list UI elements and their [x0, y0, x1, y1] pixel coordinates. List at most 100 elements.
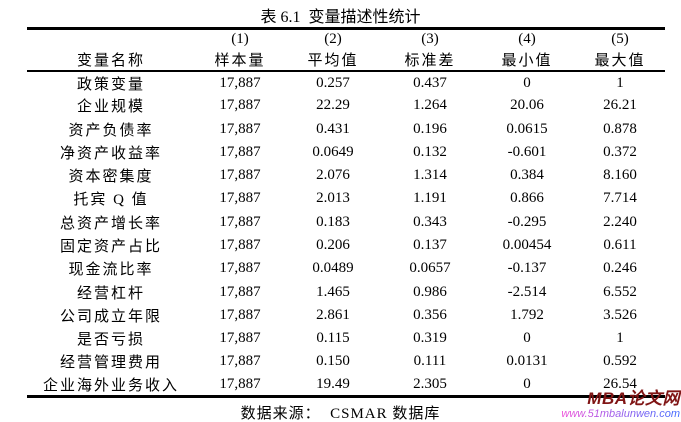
variable-name-cell: 政策变量	[76, 76, 145, 93]
value-cell: 19.49	[316, 375, 350, 392]
value-cell: -0.295	[507, 213, 547, 230]
value-cell: 1.792	[510, 306, 544, 323]
value-cell: 0	[523, 74, 531, 91]
column-header-cell: 最小值	[501, 53, 553, 69]
value-cell: 0.0489	[312, 260, 354, 277]
variable-name-cell: 资产负债率	[68, 122, 154, 139]
column-header-cell: 标准差	[404, 53, 456, 69]
value-cell: 17,887	[219, 190, 261, 207]
value-cell: 17,887	[219, 167, 261, 184]
value-cell: 0.878	[603, 120, 637, 137]
column-header-cell: 变量名称	[76, 53, 145, 69]
value-cell: 0.356	[413, 306, 447, 323]
value-cell: 0.00454	[502, 236, 552, 253]
value-cell: 17,887	[219, 375, 261, 392]
value-cell: 0.183	[316, 213, 350, 230]
value-cell: 0.986	[413, 283, 447, 300]
table-title: 表 6.1 变量描述性统计	[260, 9, 421, 26]
variable-name-cell: 资本密集度	[68, 169, 154, 186]
value-cell: 26.54	[603, 375, 637, 392]
variable-name-cell: 是否亏损	[76, 332, 145, 349]
value-cell: 17,887	[219, 353, 261, 370]
column-number-cell	[27, 29, 195, 50]
table-row: 净资产收益率 17,887 0.0649 0.132 -0.601 0.372	[27, 141, 665, 164]
value-cell: 0.0649	[312, 143, 354, 160]
value-cell: 26.21	[603, 97, 637, 114]
value-cell: 0.115	[316, 330, 350, 347]
column-number-cell: (5)	[611, 31, 629, 47]
value-cell: 0.257	[316, 74, 350, 91]
value-cell: 3.526	[603, 306, 637, 323]
column-header-cell: 平均值	[307, 53, 359, 69]
value-cell: 0.111	[413, 353, 447, 370]
variable-name-cell: 企业规模	[76, 99, 145, 116]
column-header-cell: 样本量	[214, 53, 266, 69]
table-row: 企业规模 17,887 22.29 1.264 20.06 26.21	[27, 94, 665, 117]
value-cell: 17,887	[219, 213, 261, 230]
variable-name-cell: 固定资产占比	[59, 238, 162, 255]
value-cell: 0.150	[316, 353, 350, 370]
value-cell: 2.013	[316, 190, 350, 207]
value-cell: 0.319	[413, 330, 447, 347]
value-cell: 0.0657	[409, 260, 451, 277]
table-row: 是否亏损 17,887 0.115 0.319 0 1	[27, 327, 665, 350]
value-cell: 0.592	[603, 353, 637, 370]
table-row: 现金流比率 17,887 0.0489 0.0657 -0.137 0.246	[27, 257, 665, 280]
value-cell: 0.132	[413, 143, 447, 160]
table-row: 经营杠杆 17,887 1.465 0.986 -2.514 6.552	[27, 280, 665, 303]
variable-name-cell: 现金流比率	[68, 262, 154, 279]
watermark-brand: MBA论文网	[587, 389, 680, 408]
value-cell: -0.137	[507, 260, 547, 277]
watermark: MBA论文网 www.51mbalunwen.com	[561, 389, 680, 421]
table-header: (1) (2) (3) (4) (5) 变量名称 样本量 平均值 标准差 最小值 最大值	[27, 29, 665, 71]
value-cell: 2.305	[413, 375, 447, 392]
value-cell: 17,887	[219, 330, 261, 347]
variable-name-cell: 净资产收益率	[59, 145, 162, 162]
value-cell: 0.0615	[506, 120, 548, 137]
value-cell: 17,887	[219, 260, 261, 277]
variable-name-cell: 公司成立年限	[59, 308, 162, 325]
value-cell: 17,887	[219, 74, 261, 91]
watermark-url-link[interactable]: www.51mbalunwen.com	[561, 408, 680, 420]
value-cell: 1.314	[413, 167, 447, 184]
value-cell: 17,887	[219, 143, 261, 160]
table-row: 固定资产占比 17,887 0.206 0.137 0.00454 0.611	[27, 234, 665, 257]
value-cell: 2.240	[603, 213, 637, 230]
header-row: 变量名称 样本量 平均值 标准差 最小值 最大值	[27, 49, 665, 71]
value-cell: 0.611	[603, 236, 637, 253]
value-cell: 1.191	[413, 190, 447, 207]
value-cell: 0.196	[413, 120, 447, 137]
table-row: 公司成立年限 17,887 2.861 0.356 1.792 3.526	[27, 304, 665, 327]
value-cell: 0.431	[316, 120, 350, 137]
value-cell: 0.437	[413, 74, 447, 91]
value-cell: 0.206	[316, 236, 350, 253]
table-row: 总资产增长率 17,887 0.183 0.343 -0.295 2.240	[27, 211, 665, 234]
value-cell: 17,887	[219, 97, 261, 114]
value-cell: 1	[616, 74, 624, 91]
value-cell: 0.343	[413, 213, 447, 230]
value-cell: 1.465	[316, 283, 350, 300]
value-cell: 7.714	[603, 190, 637, 207]
value-cell: 17,887	[219, 306, 261, 323]
header-row: (1) (2) (3) (4) (5)	[27, 29, 665, 50]
value-cell: 0	[523, 375, 531, 392]
stats-table: (1) (2) (3) (4) (5) 变量名称 样本量 平均值 标准差 最小值 最大值 政策变量 1…	[27, 27, 665, 399]
variable-name-cell: 经营杠杆	[76, 285, 145, 302]
variable-name-cell: 经营管理费用	[59, 355, 162, 372]
column-number-cell: (1)	[231, 31, 249, 47]
value-cell: 20.06	[510, 97, 544, 114]
value-cell: 17,887	[219, 236, 261, 253]
value-cell: 6.552	[603, 283, 637, 300]
variable-name-cell: 企业海外业务收入	[42, 377, 179, 394]
column-number-cell: (3)	[421, 31, 439, 47]
table-body: 政策变量 17,887 0.257 0.437 0 1 企业规模 17,887 22.29 1.2…	[27, 71, 665, 397]
column-number-cell: (2)	[324, 31, 342, 47]
table-row: 托宾 Q 值 17,887 2.013 1.191 0.866 7.714	[27, 187, 665, 210]
value-cell: 22.29	[316, 97, 350, 114]
value-cell: 0	[523, 330, 531, 347]
value-cell: -2.514	[507, 283, 547, 300]
value-cell: 0.0131	[506, 353, 548, 370]
table-row: 企业海外业务收入 17,887 19.49 2.305 0 26.54	[27, 373, 665, 396]
source-note: 数据来源： CSMAR 数据库	[240, 406, 441, 422]
value-cell: 0.137	[413, 236, 447, 253]
